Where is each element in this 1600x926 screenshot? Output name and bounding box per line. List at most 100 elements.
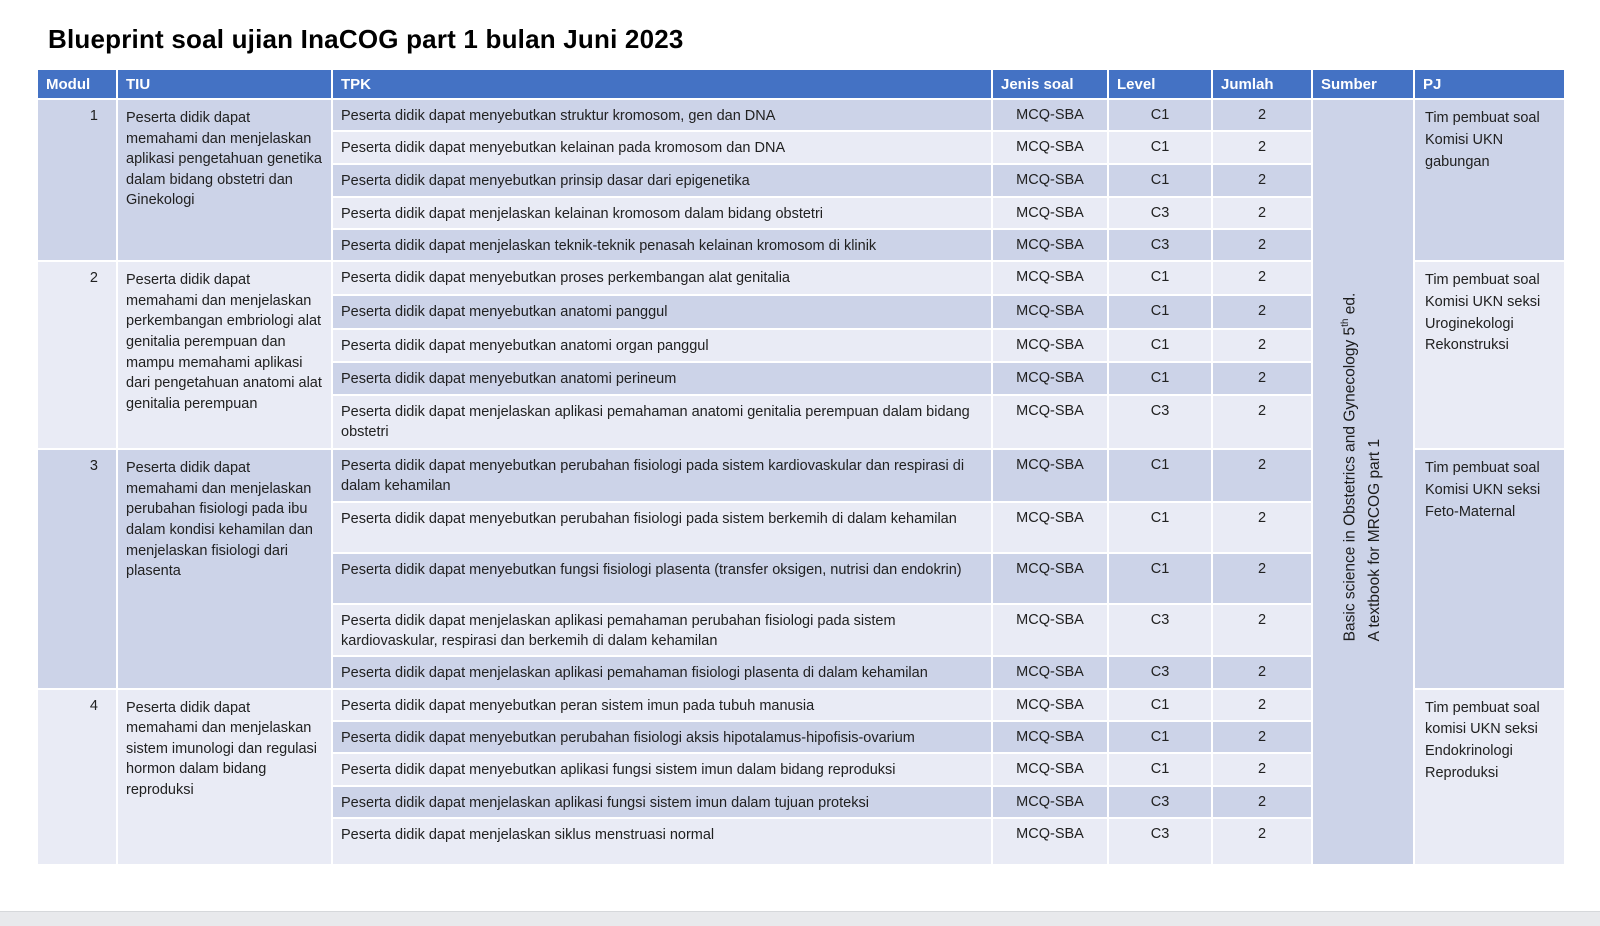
table-row: Peserta didik dapat menyebutkan anatomi … (37, 361, 1565, 397)
jenis-cell: MCQ-SBA (991, 551, 1109, 605)
tpk-cell: Peserta didik dapat menjelaskan aplikasi… (331, 784, 993, 819)
sumber-text: Basic science in Obstetrics and Gynecolo… (1340, 292, 1384, 641)
level-cell: C1 (1107, 130, 1213, 166)
jenis-cell: MCQ-SBA (991, 602, 1109, 658)
col-header-pj: PJ (1413, 68, 1566, 100)
tpk-cell: Peserta didik dapat menyebutkan perubaha… (331, 448, 993, 503)
level-cell: C3 (1107, 602, 1213, 658)
jenis-cell: MCQ-SBA (991, 816, 1109, 866)
jenis-cell: MCQ-SBA (991, 260, 1109, 297)
modul-cell: 4 (36, 687, 118, 866)
level-cell: C3 (1107, 227, 1213, 263)
level-cell: C1 (1107, 328, 1213, 364)
table-row: Peserta didik dapat menjelaskan aplikasi… (37, 394, 1565, 451)
level-cell: C3 (1107, 655, 1213, 690)
table-row: Peserta didik dapat menyebutkan prinsip … (37, 163, 1565, 198)
tiu-cell: Peserta didik dapat memahami dan menjela… (116, 687, 333, 866)
jenis-cell: MCQ-SBA (991, 227, 1109, 263)
jenis-cell: MCQ-SBA (991, 784, 1109, 819)
tpk-cell: Peserta didik dapat menjelaskan kelainan… (331, 195, 993, 230)
modul-cell: 1 (36, 97, 118, 263)
jenis-cell: MCQ-SBA (991, 361, 1109, 397)
blueprint-table: Modul TIU TPK Jenis soal Level Jumlah Su… (36, 68, 1566, 866)
level-cell: C1 (1107, 752, 1213, 787)
tpk-cell: Peserta didik dapat menyebutkan perubaha… (331, 500, 993, 554)
jenis-cell: MCQ-SBA (991, 448, 1109, 503)
tpk-cell: Peserta didik dapat menjelaskan teknik-t… (331, 227, 993, 263)
table-row: Peserta didik dapat menyebutkan perubaha… (37, 500, 1565, 554)
table-row: Peserta didik dapat menyebutkan anatomi … (37, 294, 1565, 331)
level-cell: C3 (1107, 784, 1213, 819)
col-header-jenis-soal: Jenis soal (991, 68, 1109, 100)
table-row: Peserta didik dapat menyebutkan kelainan… (37, 130, 1565, 166)
jenis-cell: MCQ-SBA (991, 687, 1109, 722)
jenis-cell: MCQ-SBA (991, 752, 1109, 787)
sumber-cell: Basic science in Obstetrics and Gynecolo… (1311, 98, 1415, 866)
jumlah-cell: 2 (1211, 551, 1313, 605)
jumlah-cell: 2 (1211, 500, 1313, 554)
tpk-cell: Peserta didik dapat menyebutkan peran si… (331, 687, 993, 722)
level-cell: C1 (1107, 97, 1213, 133)
tpk-cell: Peserta didik dapat menyebutkan anatomi … (331, 361, 993, 397)
level-cell: C3 (1107, 816, 1213, 866)
jumlah-cell: 2 (1211, 602, 1313, 658)
table-row: 2 Peserta didik dapat memahami dan menje… (36, 260, 1566, 451)
level-cell: C1 (1107, 551, 1213, 605)
tpk-cell: Peserta didik dapat menjelaskan aplikasi… (331, 655, 993, 690)
level-cell: C1 (1107, 361, 1213, 397)
tpk-cell: Peserta didik dapat menjelaskan aplikasi… (331, 602, 993, 658)
tpk-cell: Peserta didik dapat menyebutkan fungsi f… (331, 551, 993, 605)
jumlah-cell: 2 (1211, 328, 1313, 364)
jumlah-cell: 2 (1211, 719, 1313, 755)
jumlah-cell: 2 (1211, 655, 1313, 690)
col-header-jumlah: Jumlah (1211, 68, 1313, 100)
tpk-cell: Peserta didik dapat menyebutkan perubaha… (331, 719, 993, 755)
jumlah-cell: 2 (1211, 816, 1313, 866)
level-cell: C3 (1107, 195, 1213, 230)
col-header-sumber: Sumber (1311, 68, 1415, 100)
table-row: Peserta didik dapat menjelaskan teknik-t… (37, 227, 1565, 263)
pj-cell: Tim pembuat soal komisi UKN seksi Endokr… (1413, 687, 1566, 866)
table-row: Peserta didik dapat menyebutkan perubaha… (37, 719, 1565, 755)
header-row: Modul TIU TPK Jenis soal Level Jumlah Su… (36, 68, 1566, 100)
jenis-cell: MCQ-SBA (991, 719, 1109, 755)
col-header-level: Level (1107, 68, 1213, 100)
tpk-cell: Peserta didik dapat menyebutkan kelainan… (331, 130, 993, 166)
table-row: Peserta didik dapat menjelaskan aplikasi… (37, 784, 1565, 819)
jumlah-cell: 2 (1211, 97, 1313, 133)
pj-cell: Tim pembuat soal Komisi UKN gabungan (1413, 97, 1566, 263)
table-row: Peserta didik dapat menjelaskan kelainan… (37, 195, 1565, 230)
table-row: Peserta didik dapat menyebutkan aplikasi… (37, 752, 1565, 787)
jenis-cell: MCQ-SBA (991, 130, 1109, 166)
tpk-cell: Peserta didik dapat menyebutkan proses p… (331, 260, 993, 297)
level-cell: C1 (1107, 163, 1213, 198)
tpk-cell: Peserta didik dapat menjelaskan siklus m… (331, 816, 993, 866)
jenis-cell: MCQ-SBA (991, 195, 1109, 230)
jumlah-cell: 2 (1211, 294, 1313, 331)
table-row: Peserta didik dapat menyebutkan fungsi f… (37, 551, 1565, 605)
page-title: Blueprint soal ujian InaCOG part 1 bulan… (48, 24, 684, 54)
tpk-cell: Peserta didik dapat menyebutkan anatomi … (331, 294, 993, 331)
jumlah-cell: 2 (1211, 687, 1313, 722)
jumlah-cell: 2 (1211, 260, 1313, 297)
tpk-cell: Peserta didik dapat menyebutkan anatomi … (331, 328, 993, 364)
col-header-tiu: TIU (116, 68, 333, 100)
modul-cell: 3 (36, 448, 118, 690)
bottom-bar (0, 911, 1600, 926)
tpk-cell: Peserta didik dapat menjelaskan aplikasi… (331, 394, 993, 451)
tpk-cell: Peserta didik dapat menyebutkan prinsip … (331, 163, 993, 198)
tpk-cell: Peserta didik dapat menyebutkan struktur… (331, 97, 993, 133)
jumlah-cell: 2 (1211, 163, 1313, 198)
table-row: 1 Peserta didik dapat memahami dan menje… (36, 97, 1566, 866)
jenis-cell: MCQ-SBA (991, 163, 1109, 198)
jumlah-cell: 2 (1211, 784, 1313, 819)
tpk-cell: Peserta didik dapat menyebutkan aplikasi… (331, 752, 993, 787)
jenis-cell: MCQ-SBA (991, 97, 1109, 133)
jenis-cell: MCQ-SBA (991, 394, 1109, 451)
col-header-modul: Modul (36, 68, 118, 100)
level-cell: C3 (1107, 394, 1213, 451)
table-row: Peserta didik dapat menjelaskan aplikasi… (37, 602, 1565, 658)
jumlah-cell: 2 (1211, 227, 1313, 263)
table-row: Peserta didik dapat menjelaskan siklus m… (37, 816, 1565, 866)
level-cell: C1 (1107, 260, 1213, 297)
